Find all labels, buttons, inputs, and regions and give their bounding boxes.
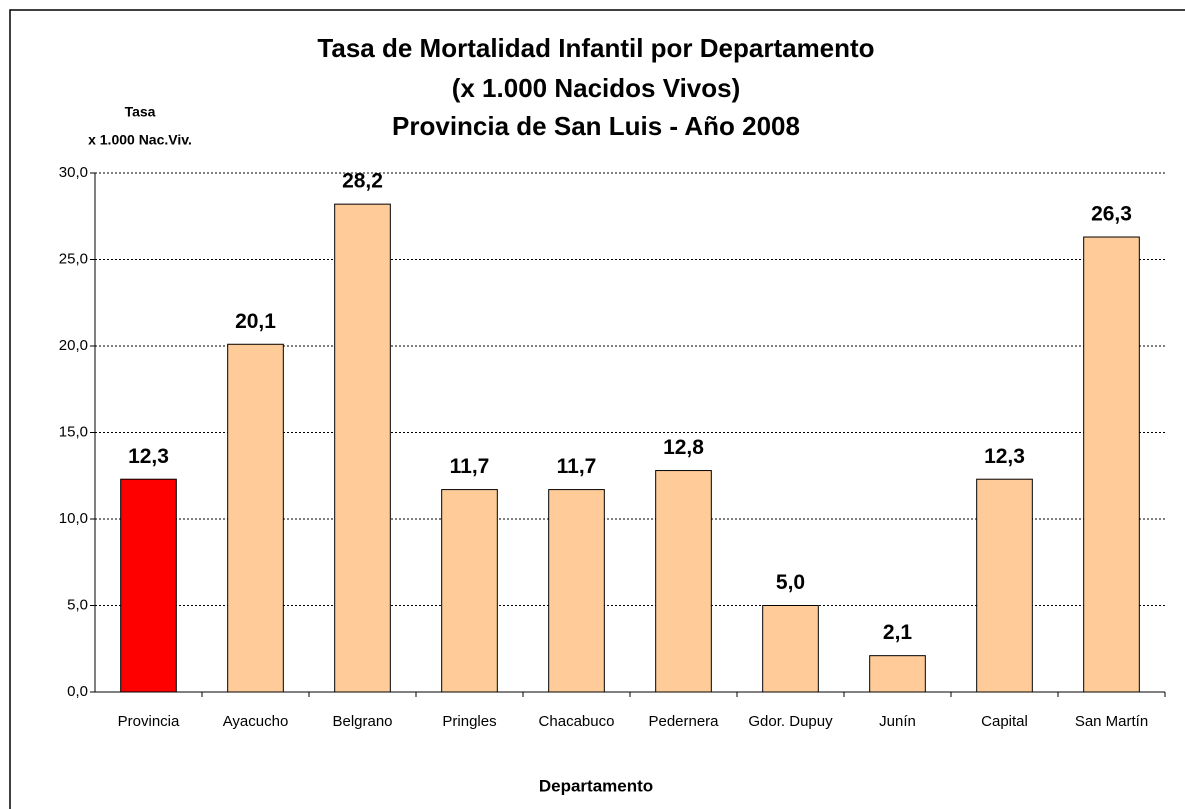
value-label: 11,7 [450, 455, 490, 478]
y-tick-label: 15,0 [59, 423, 88, 440]
x-tick-label: Pedernera [648, 713, 719, 730]
x-tick-label: Provincia [118, 713, 180, 730]
x-tick-label: Belgrano [332, 713, 392, 730]
x-tick-label: Capital [981, 713, 1028, 730]
value-label: 12,3 [128, 445, 169, 468]
x-axis-label: Departamento [539, 776, 653, 795]
chart-title: (x 1.000 Nacidos Vivos) [452, 73, 741, 103]
value-label: 12,3 [984, 445, 1025, 468]
value-label: 28,2 [342, 170, 383, 193]
bar [976, 478, 1033, 693]
bar [548, 489, 605, 693]
x-tick-label: San Martín [1075, 713, 1148, 730]
value-label: 12,8 [663, 436, 704, 459]
y-tick-label: 30,0 [59, 164, 88, 181]
y-axis-label: Tasa [125, 104, 156, 120]
bar [1083, 236, 1140, 693]
x-tick-label: Junín [879, 713, 916, 730]
value-label: 11,7 [557, 455, 597, 478]
value-label: 26,3 [1091, 203, 1132, 226]
chart-title: Tasa de Mortalidad Infantil por Departam… [317, 33, 874, 63]
bar [334, 203, 391, 693]
x-tick-label: Ayacucho [223, 713, 289, 730]
y-tick-label: 0,0 [67, 683, 88, 700]
bar [441, 489, 498, 693]
x-tick-label: Pringles [442, 713, 496, 730]
bar [869, 655, 926, 693]
y-tick-label: 25,0 [59, 250, 88, 267]
value-label: 2,1 [883, 621, 913, 644]
bar [762, 605, 819, 693]
bar [227, 343, 284, 693]
y-tick-label: 20,0 [59, 337, 88, 354]
value-label: 5,0 [776, 571, 805, 594]
bar [120, 478, 177, 693]
y-axis-label: x 1.000 Nac.Viv. [88, 132, 192, 148]
y-tick-label: 10,0 [59, 510, 88, 527]
bar [655, 470, 712, 693]
value-label: 20,1 [235, 310, 276, 333]
chart-title: Provincia de San Luis - Año 2008 [392, 111, 800, 141]
y-tick-label: 5,0 [67, 596, 88, 613]
x-tick-label: Gdor. Dupuy [748, 713, 833, 730]
chart-border [9, 9, 1185, 809]
x-tick-label: Chacabuco [539, 713, 615, 730]
